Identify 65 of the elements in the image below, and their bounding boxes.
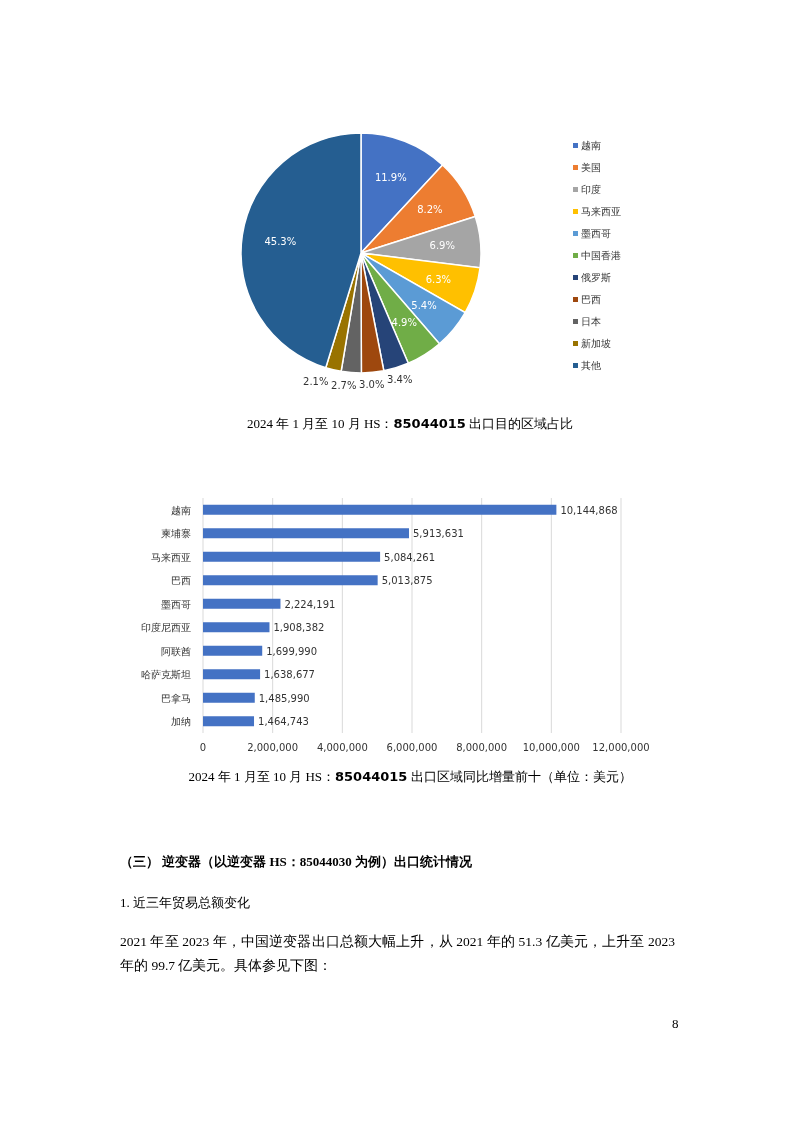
data-label: 1,908,382 [273, 622, 325, 634]
bar [203, 692, 255, 703]
data-label: 11.9% [374, 172, 407, 184]
bar [203, 622, 270, 633]
legend-label: 马来西亚 [581, 206, 621, 217]
text: 1. 近三年贸易总额变化 [120, 895, 250, 910]
data-label: 6.9% [429, 240, 455, 252]
y-tick-label: 墨西哥 [161, 598, 191, 610]
data-label: 10,144,868 [560, 504, 618, 516]
x-tick-label: 2,000,000 [247, 742, 299, 753]
text: 2024 年 1 月至 10 月 HS：85044015 出口区域同比增量前十（单位：美元） [188, 769, 632, 784]
y-tick-label: 加纳 [171, 716, 191, 728]
y-tick-label: 巴西 [171, 575, 191, 587]
data-label: 5,084,261 [384, 551, 436, 563]
y-tick-label: 印度尼西亚 [141, 622, 191, 634]
y-tick-label: 阿联酋 [161, 645, 191, 657]
data-label: 2.1% [303, 376, 329, 388]
text: 2021 年至 2023 年，中国逆变器出口总额大幅上升，从 2021 年的 51.3 亿美元，上升至 2023 年的 99.7 亿美元。具体参见下图： [120, 933, 675, 975]
bar [203, 598, 281, 609]
data-label: 45.3% [264, 235, 297, 247]
x-tick-label: 6,000,000 [386, 742, 438, 753]
legend-label: 越南 [581, 140, 601, 151]
data-label: 6.3% [425, 273, 452, 285]
x-tick-label: 8,000,000 [456, 742, 508, 753]
bar [203, 716, 255, 727]
x-tick-label: 4,000,000 [316, 742, 368, 753]
data-label: 1,485,990 [258, 692, 310, 704]
text: （三） 逆变器（以逆变器 HS：85044030 为例）出口统计情况 [120, 854, 474, 869]
bar [203, 575, 378, 586]
x-tick-label: 0 [199, 742, 207, 753]
legend-label: 印度 [581, 184, 601, 195]
legend-label: 中国香港 [581, 250, 621, 261]
data-label: 3.0% [359, 379, 385, 391]
bar [203, 528, 409, 539]
y-tick-label: 柬埔寨 [161, 528, 191, 540]
y-tick-label: 越南 [171, 504, 191, 516]
data-label: 5.4% [411, 299, 437, 311]
text: 8 [672, 1016, 679, 1031]
data-label: 8.2% [417, 204, 443, 216]
legend-label: 日本 [581, 316, 601, 327]
legend-label: 墨西哥 [581, 228, 611, 239]
data-label: 5,013,875 [381, 575, 433, 587]
bar [203, 645, 263, 656]
x-tick-label: 10,000,000 [522, 742, 580, 753]
data-label: 3.4% [387, 374, 413, 386]
y-tick-label: 巴拿马 [161, 692, 191, 704]
text: 2024 年 1 月至 10 月 HS：85044015 出口目的区域占比 [246, 416, 574, 431]
legend-label: 巴西 [581, 294, 601, 305]
data-label: 1,638,677 [264, 669, 315, 681]
data-label: 2,224,191 [284, 598, 336, 610]
y-tick-label: 马来西亚 [151, 551, 191, 563]
legend-label: 俄罗斯 [581, 272, 611, 283]
legend-label: 新加坡 [581, 338, 611, 349]
bar [203, 504, 557, 515]
bar [203, 551, 381, 562]
data-label: 1,464,743 [258, 716, 309, 728]
data-label: 1,699,990 [266, 645, 318, 657]
legend-label: 美国 [581, 162, 601, 173]
y-tick-label: 哈萨克斯坦 [141, 669, 191, 681]
data-label: 5,913,631 [412, 528, 464, 540]
data-label: 4.9% [391, 317, 417, 329]
bar [203, 669, 261, 680]
data-label: 2.7% [331, 379, 357, 391]
legend-label: 其他 [581, 360, 601, 371]
x-tick-label: 12,000,000 [592, 742, 650, 753]
